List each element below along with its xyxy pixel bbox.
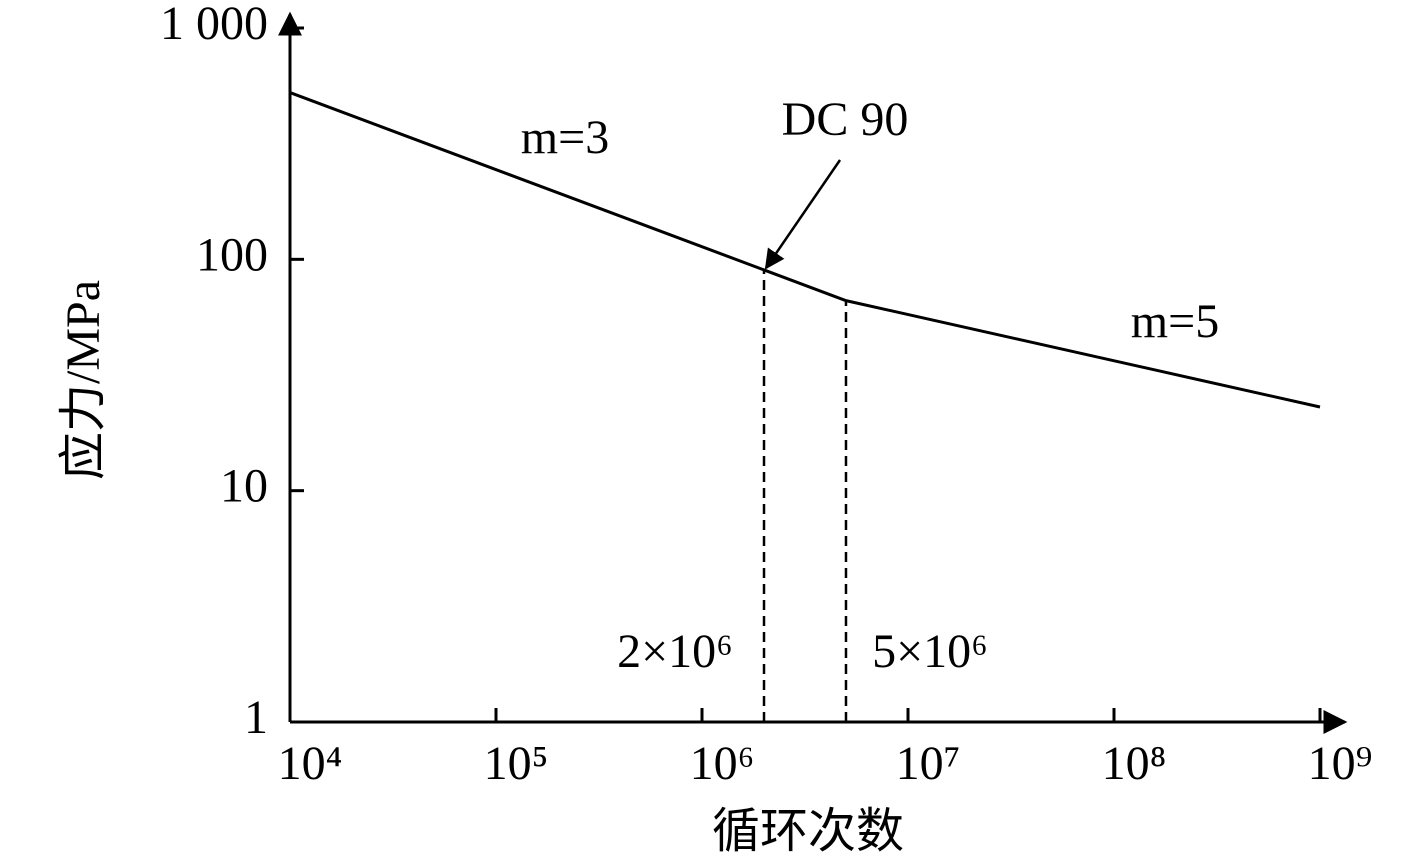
knee-1-label: 2×10⁶	[617, 625, 733, 678]
m-5-label: m=5	[1131, 295, 1219, 348]
series-label: DC 90	[782, 93, 909, 146]
y-tick-label: 1	[244, 691, 268, 744]
y-tick-label: 1 000	[160, 0, 268, 50]
y-tick-label: 10	[220, 460, 268, 513]
x-tick-label: 10⁶	[690, 737, 755, 790]
annotation-arrow	[764, 159, 842, 270]
series-line	[289, 91, 1321, 409]
x-tick-label: 10⁹	[1308, 737, 1373, 790]
x-tick-label: 10⁴	[278, 737, 343, 790]
x-tick-label: 10⁵	[484, 737, 549, 790]
x-axis-label: 循环次数	[712, 805, 904, 858]
y-tick-label: 100	[196, 228, 268, 281]
x-tick-label: 10⁸	[1102, 737, 1167, 790]
x-tick-label: 10⁷	[896, 737, 961, 790]
m-3-label: m=3	[521, 111, 609, 164]
knee-2-label: 5×10⁶	[872, 625, 988, 678]
y-axis-label: 应力/MPa	[57, 280, 110, 480]
